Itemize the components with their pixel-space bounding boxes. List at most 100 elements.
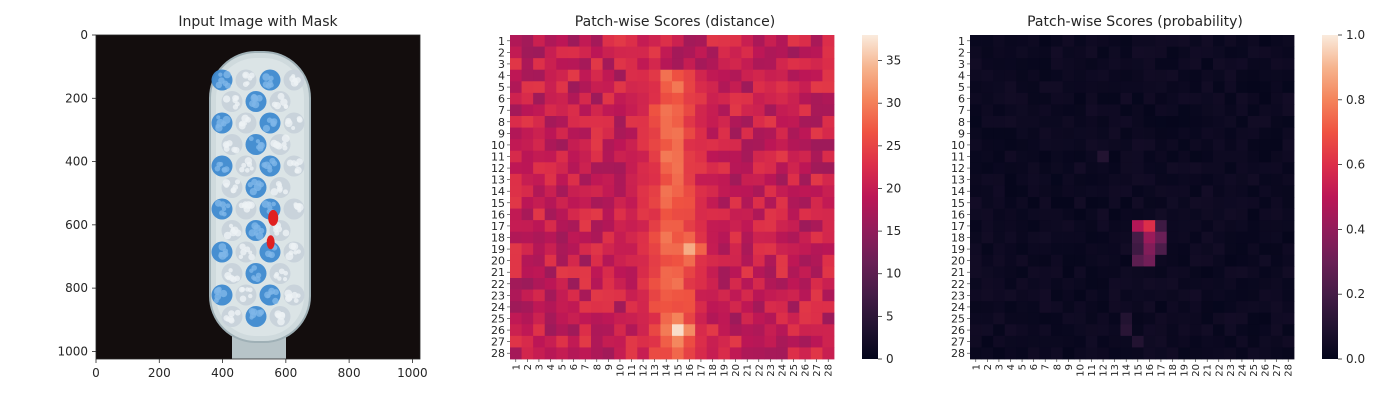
probability-heatmap-cell	[1027, 335, 1040, 348]
distance-heatmap-cell	[810, 185, 823, 198]
distance-heatmap-cell	[533, 243, 546, 256]
distance-heatmap-y-tick-label: 18	[491, 232, 505, 245]
distance-heatmap-cell	[776, 185, 789, 198]
distance-heatmap-cell	[625, 312, 638, 325]
probability-heatmap-cell	[1143, 35, 1156, 47]
distance-heatmap-cell	[521, 69, 534, 82]
distance-heatmap-cell	[695, 347, 708, 360]
probability-heatmap-cell	[1166, 92, 1179, 105]
distance-heatmap-cell	[637, 220, 650, 233]
distance-heatmap-cell	[683, 254, 696, 267]
distance-heatmap-cell	[533, 104, 546, 117]
image-x-ticks: 0 200 400 600 800 1000	[92, 359, 428, 380]
probability-heatmap-cell	[1259, 301, 1272, 314]
distance-heatmap-cell	[556, 231, 569, 244]
distance-heatmap-cell	[521, 116, 534, 128]
probability-heatmap-cell	[1097, 335, 1110, 348]
distance-heatmap-cell	[741, 162, 754, 175]
probability-heatmap-cell	[1004, 220, 1017, 233]
probability-heatmap-cell	[1062, 254, 1075, 267]
probability-heatmap-cell	[1016, 35, 1029, 47]
distance-heatmap-cell	[799, 127, 812, 140]
probability-heatmap-cell	[1224, 197, 1237, 209]
distance-heatmap-cell	[521, 208, 534, 221]
probability-heatmap-cell	[1039, 289, 1052, 302]
probability-heatmap-title: Patch-wise Scores (probability)	[1027, 14, 1243, 30]
distance-heatmap-cell	[764, 92, 777, 105]
distance-heatmap-cell	[660, 347, 673, 360]
probability-heatmap-cell	[1051, 35, 1063, 47]
probability-heatmap-y-tick-label: 23	[951, 289, 965, 302]
distance-heatmap-cell	[579, 116, 592, 128]
distance-heatmap-y-tick-label: 17	[491, 220, 505, 233]
probability-heatmap-cell	[1120, 127, 1133, 140]
probability-heatmap-cell	[1155, 46, 1168, 59]
probability-heatmap-cell	[1213, 243, 1225, 256]
probability-heatmap-cell	[1027, 104, 1040, 117]
distance-heatmap-cell	[718, 266, 731, 279]
probability-heatmap-cell	[970, 185, 982, 198]
probability-heatmap-cell	[1213, 289, 1225, 302]
probability-heatmap-cell	[1085, 185, 1098, 198]
distance-heatmap-cell	[799, 173, 812, 186]
probability-heatmap-x-tick-label: 7	[1041, 364, 1052, 370]
distance-heatmap-cell	[510, 150, 522, 163]
distance-heatmap-cell	[660, 35, 673, 47]
probability-heatmap-cell	[1213, 301, 1225, 314]
distance-heatmap-cell	[683, 92, 696, 105]
distance-heatmap-cell	[579, 208, 592, 221]
distance-heatmap-cell	[741, 301, 754, 314]
distance-heatmap-cell	[729, 58, 742, 71]
distance-heatmap-cell	[718, 58, 731, 71]
probability-heatmap-cell	[981, 324, 994, 337]
probability-heatmap-cell	[1143, 289, 1156, 302]
probability-heatmap-cell	[1074, 289, 1087, 302]
probability-heatmap-cell	[970, 312, 982, 325]
probability-heatmap-cell	[1236, 301, 1249, 314]
distance-heatmap-cell	[741, 35, 754, 47]
distance-heatmap-cell	[648, 289, 661, 302]
distance-heatmap-cell	[533, 312, 546, 325]
probability-heatmap-cell	[1062, 220, 1075, 233]
probability-heatmap-y-tick-label: 3	[958, 58, 965, 71]
distance-heatmap-cell	[521, 231, 534, 244]
distance-heatmap-cell	[544, 278, 557, 290]
distance-heatmap-cell	[544, 335, 557, 348]
probability-heatmap-cell	[1039, 243, 1052, 256]
distance-heatmap-cell	[810, 139, 823, 152]
distance-heatmap-cell	[579, 301, 592, 314]
distance-heatmap-cell	[822, 254, 835, 267]
probability-heatmap-cell	[1027, 243, 1040, 256]
distance-heatmap-cell	[625, 185, 638, 198]
probability-heatmap-cell	[1120, 185, 1133, 198]
probability-heatmap-x-tick-label: 22	[1214, 364, 1225, 377]
probability-heatmap-cell	[1132, 92, 1144, 105]
probability-heatmap-cell	[1189, 278, 1202, 290]
distance-heatmap-cell	[683, 231, 696, 244]
probability-heatmap-cell	[1143, 162, 1156, 175]
distance-heatmap-cell	[591, 173, 603, 186]
probability-heatmap-cell	[1062, 104, 1075, 117]
probability-heatmap-cell	[1108, 150, 1121, 163]
probability-heatmap-cell	[1108, 69, 1121, 82]
bristle-tuft	[283, 241, 305, 263]
probability-heatmap-cell	[1016, 139, 1029, 152]
distance-heatmap-cell	[718, 139, 731, 152]
probability-heatmap-cell	[1224, 185, 1237, 198]
distance-heatmap-cell	[776, 301, 789, 314]
probability-heatmap-cell	[1004, 116, 1017, 128]
probability-heatmap-cell	[1166, 58, 1179, 71]
distance-heatmap-cell	[706, 150, 719, 163]
probability-heatmap-cell	[1074, 185, 1087, 198]
distance-heatmap-cell	[787, 139, 800, 152]
probability-heatmap-cell	[1004, 208, 1017, 221]
probability-heatmap-cell	[993, 324, 1006, 337]
probability-heatmap-cell	[1270, 220, 1283, 233]
bristle-tuft	[211, 112, 233, 134]
distance-heatmap-cell	[764, 231, 777, 244]
probability-heatmap-cell	[1178, 254, 1191, 267]
probability-heatmap-cell	[1062, 127, 1075, 140]
probability-heatmap-cell	[1178, 92, 1191, 105]
distance-heatmap-cell	[683, 289, 696, 302]
distance-heatmap-cell	[544, 324, 557, 337]
